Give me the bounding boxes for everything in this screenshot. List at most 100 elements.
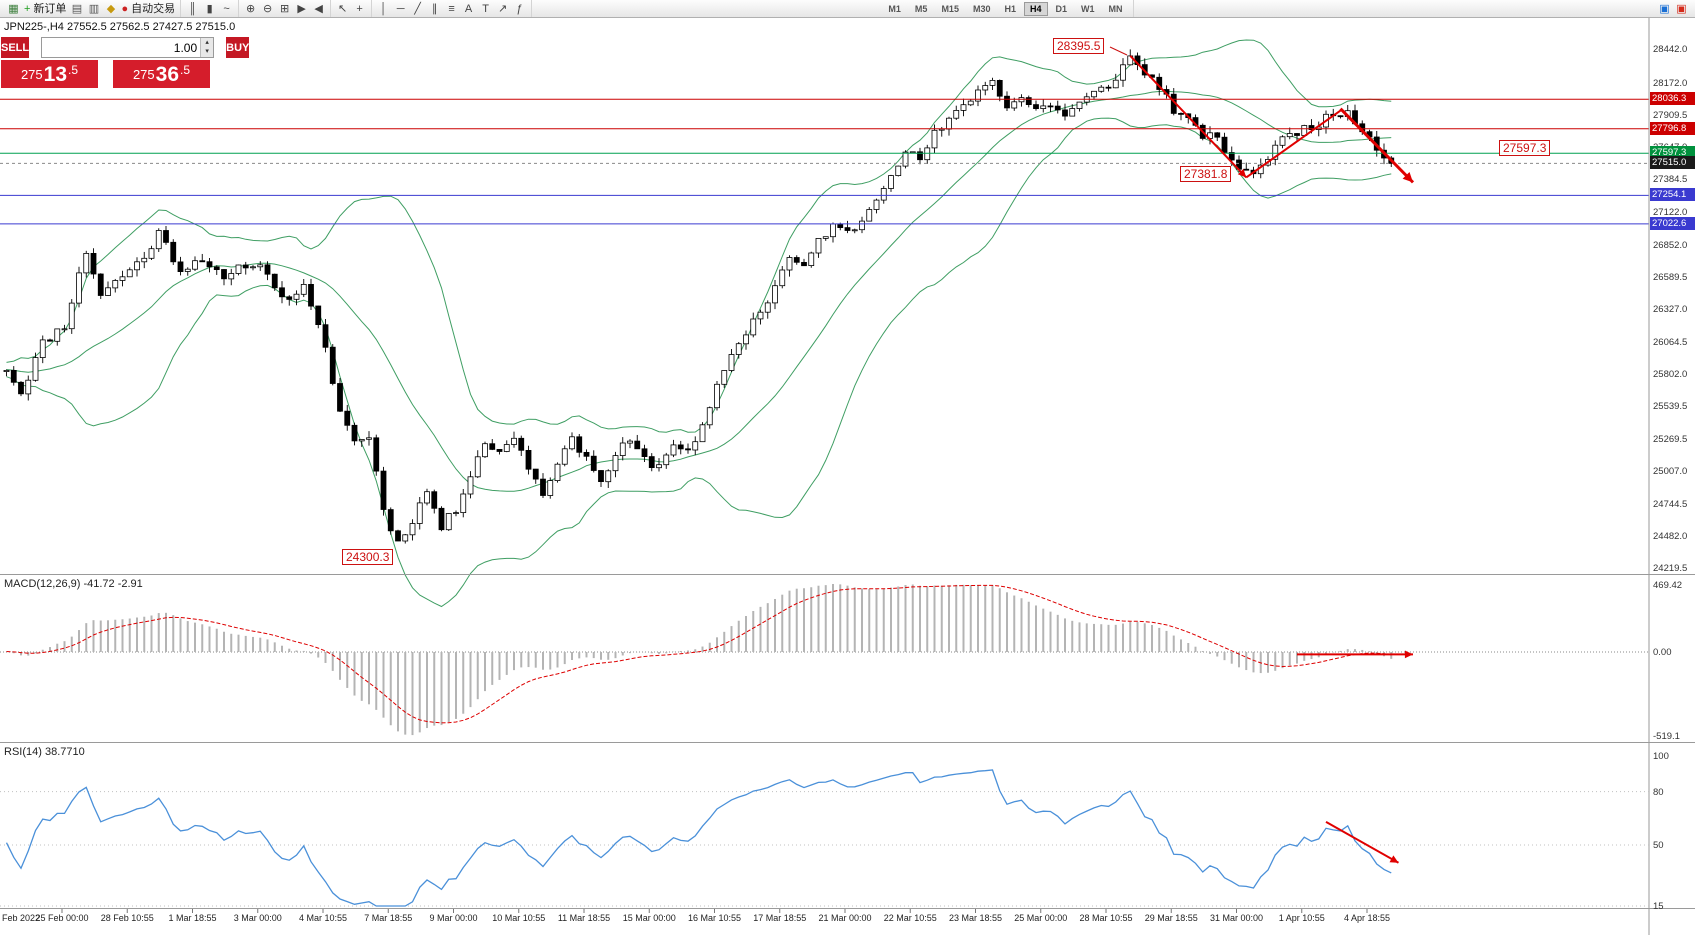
- price-axis-label: 26064.5: [1653, 336, 1688, 348]
- buy-button[interactable]: BUY: [226, 37, 250, 58]
- alerts-icon[interactable]: ◆: [102, 1, 119, 17]
- price-axis-label: 28442.0: [1653, 44, 1688, 56]
- time-axis-label: 1 Apr 10:55: [1278, 913, 1325, 923]
- price-gap: [98, 60, 113, 88]
- rsi-axis-label: 80: [1653, 786, 1664, 798]
- vertical-line-icon[interactable]: │: [375, 1, 392, 17]
- time-axis-label: 4 Apr 18:55: [1343, 913, 1391, 923]
- timeframe-h4[interactable]: H4: [1023, 1, 1048, 16]
- horizontal-line-icon: ─: [396, 2, 405, 15]
- window-red-icon[interactable]: ▣: [1673, 1, 1690, 17]
- time-axis-label: 9 Mar 00:00: [429, 913, 478, 923]
- timeframe-mn[interactable]: MN: [1108, 3, 1123, 14]
- label-icon: T: [482, 2, 489, 15]
- line-chart-icon[interactable]: ~: [218, 1, 235, 17]
- cursor-icon[interactable]: ↖: [334, 1, 351, 17]
- timeframe-group: M1 M5 M15 M30 H1 H4 D1 W1 MN: [878, 0, 1134, 17]
- sell-price-big-digits: 13: [43, 62, 68, 86]
- arrows-icon[interactable]: ↗: [494, 1, 511, 17]
- bar-chart-icon: ║: [188, 2, 197, 15]
- timeframe-m30[interactable]: M30: [972, 3, 991, 14]
- timeframe-w1[interactable]: W1: [1081, 3, 1095, 14]
- indicators-icon: ƒ: [516, 2, 523, 15]
- autotrade-button[interactable]: ● 自动交易: [119, 1, 177, 17]
- fibonacci-icon[interactable]: ≡: [443, 1, 460, 17]
- candlestick-chart-icon[interactable]: ▮: [201, 1, 218, 17]
- profiles-icon[interactable]: ▥: [85, 1, 102, 17]
- timeframe-m5[interactable]: M5: [914, 3, 928, 14]
- price-axis-label: 25802.0: [1653, 368, 1688, 380]
- price-annotation[interactable]: 27381.8: [1180, 166, 1232, 182]
- time-axis-label: 31 Mar 00:00: [1209, 913, 1264, 923]
- price-axis-label: 25539.5: [1653, 401, 1688, 412]
- price-axis-label: 24482.0: [1653, 530, 1688, 542]
- sell-button[interactable]: SELL: [1, 37, 30, 58]
- time-axis-label: 3 Mar 00:00: [233, 913, 282, 923]
- zoom-in-icon[interactable]: ⊕: [242, 1, 259, 17]
- buy-price-prefix: 275: [132, 66, 155, 82]
- crosshair-icon: +: [356, 2, 363, 15]
- price-axis-tag: 28036.3: [1650, 92, 1695, 106]
- buy-price-fraction: .5: [180, 63, 191, 77]
- price-annotation[interactable]: 24300.3: [342, 549, 394, 565]
- time-axis-label: 11 Mar 18:55: [557, 913, 611, 923]
- cursor-icon: ↖: [337, 2, 348, 15]
- autotrade-icon: ●: [121, 2, 129, 15]
- buy-price-display[interactable]: 275 36.5: [113, 60, 210, 88]
- volume-up-icon[interactable]: ▴: [201, 38, 214, 48]
- time-axis-label: 17 Mar 18:55: [753, 913, 807, 923]
- zoom-out-icon[interactable]: ⊖: [259, 1, 276, 17]
- new-chart-icon: ▦: [8, 2, 19, 15]
- sell-price-fraction: .5: [68, 63, 79, 77]
- window-blue-icon: ▣: [1659, 2, 1670, 15]
- new-order-button[interactable]: + 新订单: [22, 1, 68, 17]
- price-axis-tag: 27796.8: [1650, 121, 1695, 135]
- sell-price-display[interactable]: 275 13.5: [1, 60, 98, 88]
- tile-windows-icon[interactable]: ⊞: [276, 1, 293, 17]
- time-axis-label: 22 Mar 10:55: [883, 913, 937, 923]
- zoom-group: ⊕ ⊖ ⊞ ▶ ◀: [239, 0, 332, 17]
- time-axis-label: 21 Mar 00:00: [818, 913, 872, 923]
- chart-shift-icon: ◀: [314, 2, 323, 15]
- price-annotation[interactable]: 27597.3: [1499, 140, 1551, 156]
- buy-price-big-digits: 36: [155, 62, 180, 86]
- timeframe-d1[interactable]: D1: [1055, 3, 1068, 14]
- text-icon[interactable]: A: [460, 1, 477, 17]
- objects-group: │ ─ ╱ ∥ ≡ A T ↗ ƒ: [372, 0, 533, 17]
- price-axis-label: 26852.0: [1653, 239, 1688, 251]
- candlestick-chart-icon: ▮: [206, 2, 213, 15]
- new-chart-icon[interactable]: ▦: [5, 1, 22, 17]
- trendline-icon: ╱: [414, 2, 421, 15]
- time-axis-label: 1 Mar 18:55: [168, 913, 217, 923]
- volume-input[interactable]: [42, 38, 201, 57]
- profiles-icon: ▥: [88, 2, 100, 15]
- chart-type-group: ║ ▮ ~: [181, 0, 240, 17]
- chart-shift-icon[interactable]: ◀: [310, 1, 327, 17]
- channel-icon[interactable]: ∥: [426, 1, 443, 17]
- price-axis-label: 24219.5: [1653, 563, 1688, 575]
- price-axis-label: 25269.5: [1653, 434, 1688, 446]
- rsi-indicator-label: RSI(14) 38.7710: [4, 746, 85, 758]
- timeframe-m1[interactable]: M1: [888, 3, 901, 14]
- time-axis-label: 16 Mar 10:55: [687, 913, 742, 923]
- channel-icon: ∥: [431, 2, 438, 15]
- crosshair-icon[interactable]: +: [351, 1, 368, 17]
- label-icon[interactable]: T: [477, 1, 494, 17]
- price-annotation[interactable]: 28395.5: [1053, 38, 1105, 54]
- time-axis-label: 28 Mar 10:55: [1079, 913, 1133, 923]
- price-axis-label: 25007.0: [1653, 466, 1688, 478]
- chart-windows-icon[interactable]: ▤: [68, 1, 85, 17]
- auto-scroll-icon: ▶: [297, 2, 306, 15]
- bar-chart-icon[interactable]: ║: [184, 1, 201, 17]
- volume-down-icon[interactable]: ▾: [201, 47, 214, 57]
- timeframe-h1[interactable]: H1: [1004, 3, 1016, 14]
- indicators-icon[interactable]: ƒ: [511, 1, 528, 17]
- timeframe-m15[interactable]: M15: [941, 3, 959, 14]
- horizontal-line-icon[interactable]: ─: [392, 1, 409, 17]
- window-blue-icon[interactable]: ▣: [1656, 1, 1673, 17]
- chart-windows-icon: ▤: [71, 2, 83, 15]
- trendline-icon[interactable]: ╱: [409, 1, 426, 17]
- auto-scroll-icon[interactable]: ▶: [293, 1, 310, 17]
